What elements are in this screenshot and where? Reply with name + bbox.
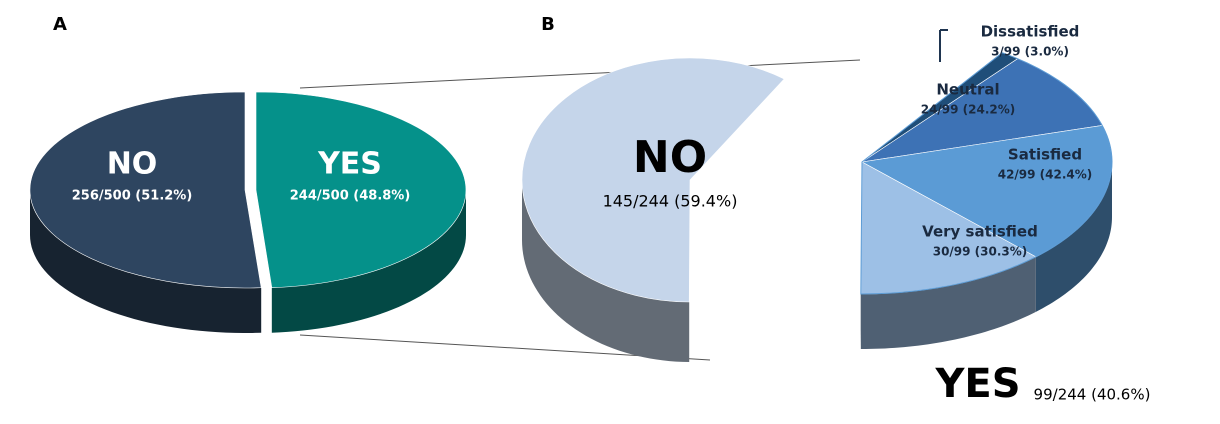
- value-label: 30/99 (30.3%): [933, 245, 1028, 259]
- slice-side: [860, 256, 1036, 349]
- category-label: YES: [934, 361, 1020, 407]
- pie-slice: [29, 91, 262, 289]
- connector-line: [299, 59, 861, 89]
- value-label: 3/99 (3.0%): [991, 45, 1069, 59]
- value-label: 145/244 (59.4%): [603, 192, 738, 211]
- slice-side: [30, 190, 262, 333]
- slice-side: [271, 190, 466, 333]
- value-label: 99/244 (40.6%): [1034, 386, 1151, 404]
- category-label: NO: [633, 132, 707, 183]
- category-label: Neutral: [936, 81, 999, 99]
- panel-label: B: [541, 14, 555, 35]
- panel-label: A: [53, 14, 67, 35]
- marks: [29, 52, 1113, 362]
- slice-side: [522, 180, 690, 362]
- value-label: 42/99 (42.4%): [998, 168, 1093, 182]
- category-label: Dissatisfied: [981, 23, 1080, 41]
- category-label: NO: [107, 147, 158, 182]
- pie-slice: [255, 91, 467, 289]
- category-label: Very satisfied: [922, 223, 1038, 241]
- category-label: Satisfied: [1008, 146, 1082, 164]
- pie-slice-outline: [860, 52, 1113, 295]
- pie-slice: [521, 57, 785, 303]
- value-label: 256/500 (51.2%): [72, 189, 193, 204]
- value-label: 24/99 (24.2%): [921, 103, 1016, 117]
- value-label: 244/500 (48.8%): [290, 189, 411, 204]
- category-label: YES: [317, 147, 382, 182]
- slice-side: [1035, 162, 1112, 312]
